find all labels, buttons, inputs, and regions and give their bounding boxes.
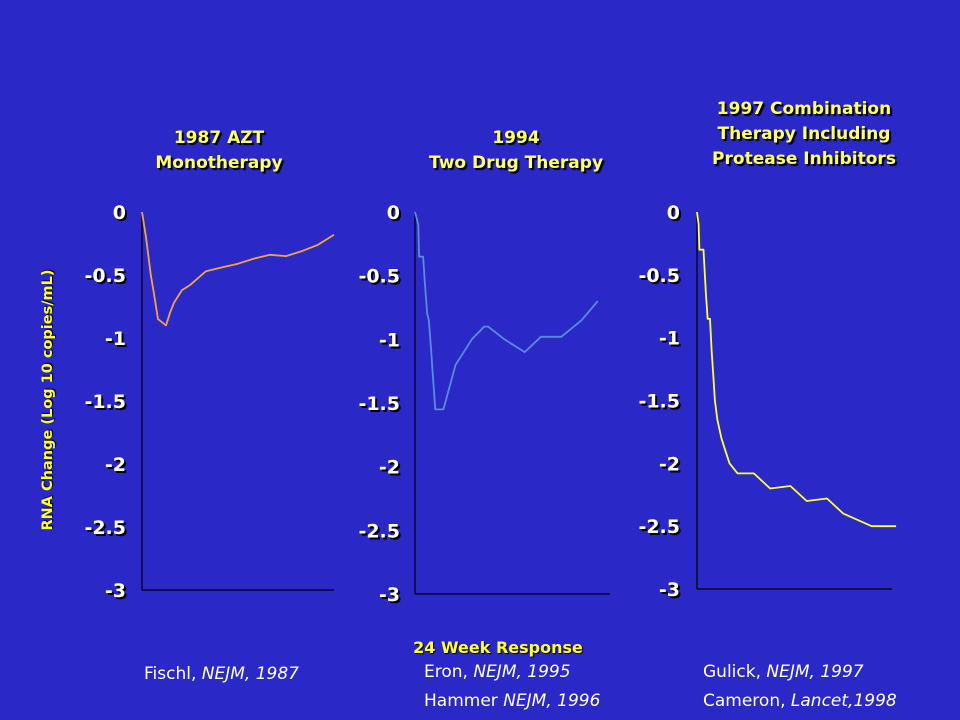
citation-line: Gulick, NEJM, 1997 [703,658,897,687]
y-tick-label-shadow: -1.5 [640,393,682,415]
y-tick-label-shadow: -1.5 [86,393,128,415]
y-tick-label-shadow: -2.5 [360,522,402,544]
y-tick-label-shadow: -3 [107,582,128,604]
y-tick-label-shadow: -2.5 [86,519,128,541]
y-tick-label: -3 [659,579,680,601]
citation-line: Eron, NEJM, 1995 [424,658,600,687]
y-tick-label: -0.5 [638,265,680,287]
citation-line: Cameron, Lancet,1998 [703,687,897,716]
citation-author: Cameron, [703,691,791,711]
y-tick-label-shadow: -0.5 [360,268,402,290]
y-tick-label-shadow: -1 [381,331,402,353]
y-tick-label: -2.5 [84,517,126,539]
y-tick-label-shadow: -1 [661,330,682,352]
citation-journal: NEJM, 1987 [201,664,299,684]
y-tick-label: -1.5 [358,393,400,415]
y-tick-label: -0.5 [358,266,400,288]
x-axis-note: 24 Week Response [413,638,583,657]
y-tick-label: -2 [659,453,680,475]
y-tick-label: -1 [659,328,680,350]
citation-line: Fischl, NEJM, 1987 [144,660,299,689]
y-tick-label-shadow: -2 [381,459,402,481]
y-tick-label-shadow: 0 [389,204,402,226]
y-tick-label: -3 [379,584,400,606]
y-tick-label: 0 [113,202,126,224]
y-tick-label-shadow: -1 [107,330,128,352]
chart-title-line: Therapy Including [717,124,891,144]
chart-title-line: 1987 AZT [173,128,265,148]
y-tick-label: 0 [387,202,400,224]
y-tick-label-shadow: -2 [107,456,128,478]
series-line-two-drug [414,211,599,411]
y-tick-label-shadow: -3 [381,586,402,608]
y-tick-label-shadow: 0 [669,204,682,226]
citation-journal: NEJM, 1996 [503,691,601,711]
y-tick-label-shadow: 0 [115,204,128,226]
y-tick-label: -2.5 [358,520,400,542]
series-line-azt [141,211,335,327]
citation-two-drug: Eron, NEJM, 1995 Hammer NEJM, 1996 [424,658,600,716]
chart-title-line: Protease Inhibitors [712,149,896,169]
chart-title-line: Two Drug Therapy [428,153,604,173]
y-tick-label: -2 [105,454,126,476]
y-tick-label-shadow: -3 [661,581,682,603]
y-tick-label: -1.5 [638,391,680,413]
chart-title-combination: 1997 Combination Therapy Including Prote… [712,97,896,172]
chart-title-azt: 1987 AZT Monotherapy [155,126,282,176]
citation-combination: Gulick, NEJM, 1997 Cameron, Lancet,1998 [703,658,897,716]
y-axis-label: RNA Change (Log 10 copies/mL) [40,269,56,531]
citation-author: Gulick, [703,662,767,682]
y-tick-label: -1.5 [84,391,126,413]
citation-journal: NEJM, 1995 [473,662,571,682]
y-tick-label: -3 [105,580,126,602]
citation-line: Hammer NEJM, 1996 [424,687,600,716]
y-tick-label: -1 [379,329,400,351]
citation-journal: NEJM, 1997 [766,662,864,682]
y-tick-label-shadow: -2.5 [640,518,682,540]
y-tick-label-shadow: -0.5 [86,267,128,289]
y-tick-label: 0 [667,202,680,224]
chart-title-line: Monotherapy [155,153,283,173]
y-tick-label: -2 [379,457,400,479]
y-tick-label-shadow: -0.5 [640,267,682,289]
y-tick-label: -0.5 [84,265,126,287]
chart-title-line: 1997 Combination [716,99,892,119]
chart-title-two-drug: 1994 Two Drug Therapy [429,126,603,176]
chart-title-line: 1994 [492,128,540,148]
y-tick-label-shadow: -1.5 [360,395,402,417]
y-tick-label: -2.5 [638,516,680,538]
citation-author: Fischl, [144,664,202,684]
citation-journal: Lancet,1998 [790,691,897,711]
citation-azt: Fischl, NEJM, 1987 [144,660,299,689]
y-tick-label-shadow: -2 [661,455,682,477]
citation-author: Hammer [424,691,504,711]
series-line-combination [696,211,897,528]
citation-author: Eron, [424,662,474,682]
y-tick-label: -1 [105,328,126,350]
